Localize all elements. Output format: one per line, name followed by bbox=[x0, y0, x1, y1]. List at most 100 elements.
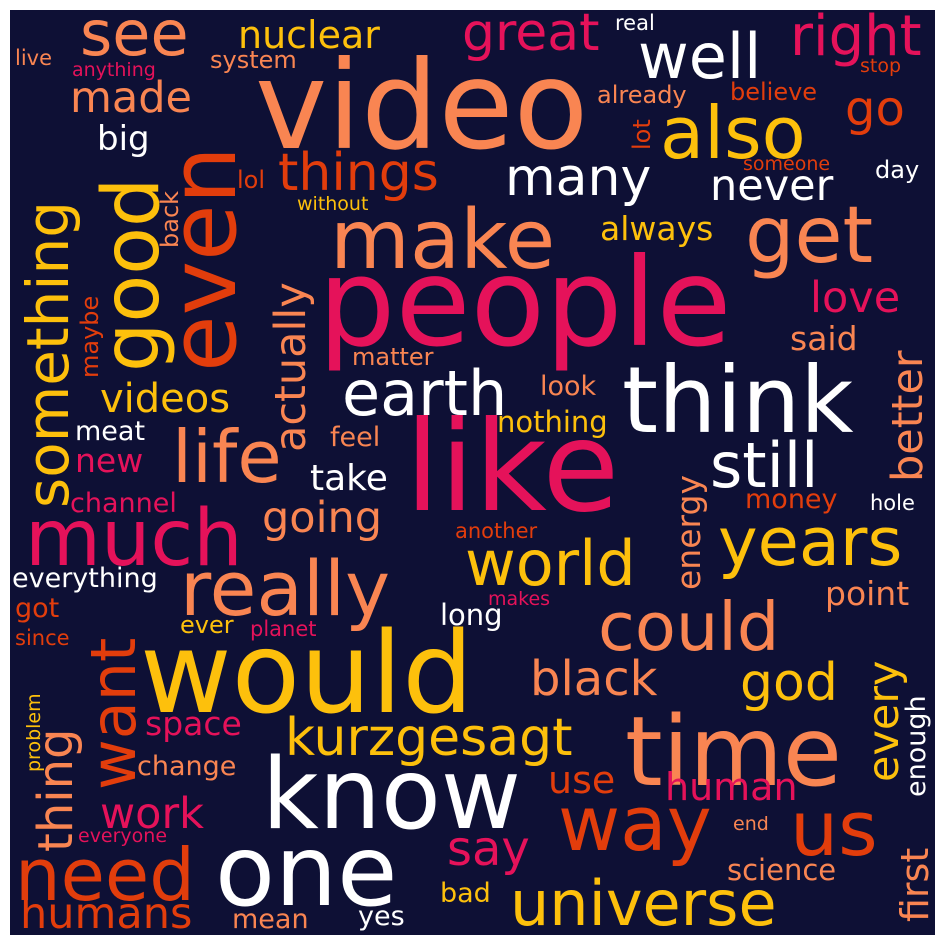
word: think bbox=[622, 347, 854, 454]
word: without bbox=[297, 193, 368, 215]
word: human bbox=[665, 765, 798, 809]
word: things bbox=[278, 143, 439, 203]
background bbox=[10, 10, 935, 935]
word: made bbox=[70, 73, 192, 123]
word: system bbox=[210, 46, 297, 74]
word: want bbox=[77, 638, 150, 790]
word: work bbox=[100, 789, 204, 839]
word: day bbox=[875, 156, 919, 184]
word: lol bbox=[237, 166, 265, 194]
word: feel bbox=[330, 422, 380, 453]
word: channel bbox=[70, 488, 177, 519]
word: years bbox=[718, 503, 902, 581]
word: well bbox=[638, 20, 761, 93]
word: said bbox=[790, 319, 858, 358]
word: another bbox=[455, 519, 537, 543]
word: bad bbox=[440, 878, 491, 909]
word: anything bbox=[72, 59, 156, 81]
word: got bbox=[15, 593, 59, 624]
word: always bbox=[600, 209, 713, 248]
word: problem bbox=[23, 693, 45, 772]
word: time bbox=[625, 696, 842, 808]
word: say bbox=[447, 821, 530, 877]
word: universe bbox=[510, 867, 777, 940]
word: life bbox=[172, 415, 282, 499]
word: enough bbox=[901, 695, 932, 797]
word: video bbox=[255, 35, 588, 177]
word: yes bbox=[358, 901, 405, 932]
word: great bbox=[462, 3, 600, 63]
word: science bbox=[727, 853, 836, 887]
word: already bbox=[597, 81, 687, 109]
word: make bbox=[330, 193, 555, 288]
word: take bbox=[310, 458, 388, 499]
word: every bbox=[859, 661, 909, 782]
word: meat bbox=[75, 416, 145, 447]
word: mean bbox=[232, 904, 309, 935]
word: god bbox=[740, 653, 838, 713]
word: hole bbox=[870, 491, 915, 515]
word: look bbox=[540, 371, 597, 402]
word: money bbox=[745, 484, 838, 515]
word: earth bbox=[342, 357, 507, 430]
word: first bbox=[893, 848, 937, 922]
word: matter bbox=[352, 343, 434, 371]
word: see bbox=[80, 0, 189, 70]
word: black bbox=[530, 651, 658, 707]
word: something bbox=[14, 201, 82, 508]
word: would bbox=[140, 609, 473, 739]
word: humans bbox=[20, 889, 192, 939]
word: use bbox=[548, 758, 615, 802]
word: still bbox=[710, 429, 818, 502]
word: maybe bbox=[76, 296, 104, 378]
word: need bbox=[15, 833, 195, 917]
word: ever bbox=[180, 611, 234, 639]
word: go bbox=[845, 81, 905, 137]
word: makes bbox=[488, 588, 550, 610]
word: nuclear bbox=[238, 13, 380, 57]
word: back bbox=[156, 191, 184, 248]
word: videos bbox=[100, 376, 230, 422]
word: get bbox=[745, 191, 873, 281]
word: like bbox=[405, 395, 619, 540]
word: point bbox=[825, 574, 909, 613]
word: never bbox=[710, 161, 834, 211]
word: really bbox=[180, 544, 390, 633]
word: energy bbox=[669, 475, 708, 590]
word: end bbox=[733, 813, 769, 835]
word: people bbox=[318, 232, 732, 374]
word: space bbox=[145, 704, 242, 743]
word: stop bbox=[860, 55, 901, 77]
word: one bbox=[215, 815, 397, 929]
word: actually bbox=[266, 282, 316, 452]
word: know bbox=[262, 738, 521, 852]
word: lot bbox=[628, 119, 656, 150]
word: someone bbox=[743, 153, 830, 175]
word: long bbox=[440, 598, 503, 632]
word: right bbox=[790, 4, 922, 69]
word: even bbox=[150, 146, 257, 372]
word: change bbox=[137, 751, 236, 782]
word: big bbox=[97, 119, 150, 159]
word: us bbox=[790, 784, 878, 873]
word: new bbox=[75, 441, 143, 480]
word: better bbox=[883, 350, 933, 482]
word: also bbox=[660, 91, 806, 175]
word: many bbox=[505, 148, 651, 208]
word: thing bbox=[28, 729, 84, 852]
word: good bbox=[87, 178, 177, 372]
word: way bbox=[558, 779, 712, 868]
word: love bbox=[810, 273, 900, 323]
word: since bbox=[15, 626, 70, 650]
word: world bbox=[465, 527, 636, 600]
word: planet bbox=[250, 617, 317, 641]
word: much bbox=[25, 494, 243, 584]
word: real bbox=[615, 11, 655, 35]
word: going bbox=[262, 493, 382, 543]
word: everything bbox=[12, 563, 158, 594]
word: nothing bbox=[497, 405, 608, 439]
word: believe bbox=[730, 78, 817, 106]
word: everyone bbox=[78, 825, 167, 847]
word: kurzgesagt bbox=[285, 708, 573, 768]
